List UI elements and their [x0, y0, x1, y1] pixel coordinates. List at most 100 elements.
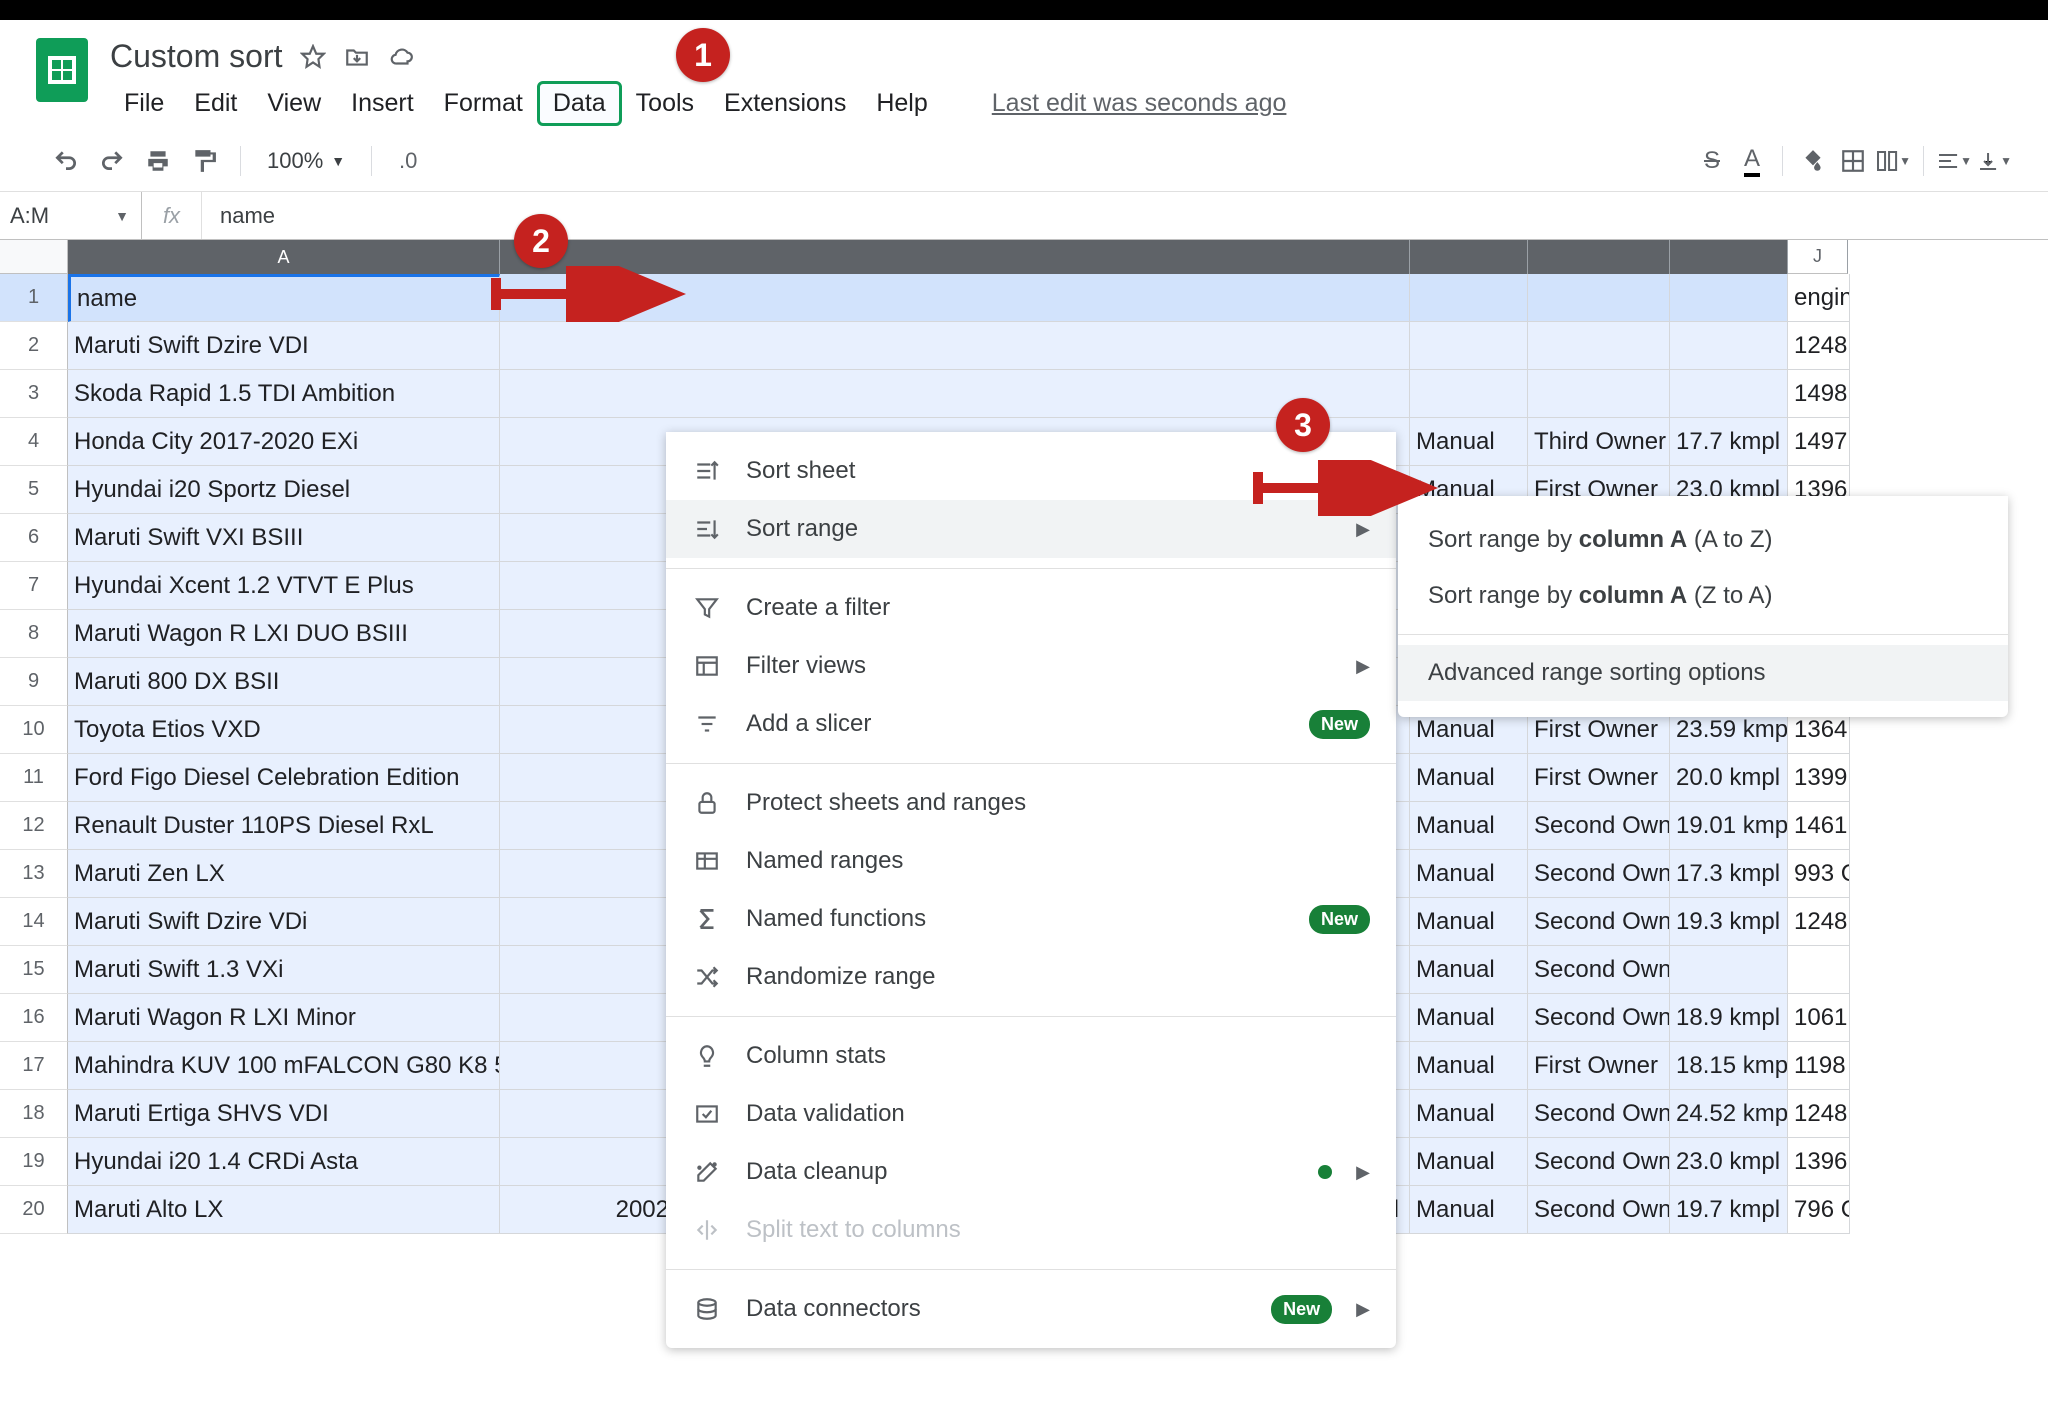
fill-color-icon[interactable] — [1795, 143, 1831, 179]
cell-owner[interactable]: Second Owner — [1528, 1138, 1670, 1186]
cell-transmission[interactable]: Manual — [1410, 1042, 1528, 1090]
menu-format[interactable]: Format — [430, 83, 537, 124]
cell-engine[interactable]: 1399 — [1788, 754, 1850, 802]
cell-mileage[interactable]: 24.52 kmpl — [1670, 1090, 1788, 1138]
strikethrough-icon[interactable]: S — [1694, 143, 1730, 179]
menu-item-slicer[interactable]: Add a slicerNew — [666, 695, 1396, 753]
cell-name[interactable]: Skoda Rapid 1.5 TDI Ambition — [68, 370, 500, 418]
menu-data[interactable]: Data — [539, 83, 620, 124]
cell-engine[interactable]: 993 C — [1788, 850, 1850, 898]
menu-item-named-ranges[interactable]: Named ranges — [666, 832, 1396, 890]
menu-item-validation[interactable]: Data validation — [666, 1085, 1396, 1143]
cell-transmission[interactable]: Manual — [1410, 994, 1528, 1042]
column-header-J[interactable]: J — [1788, 240, 1848, 274]
cell-transmission[interactable]: Manual — [1410, 754, 1528, 802]
zoom-dropdown[interactable]: 100%▼ — [259, 148, 353, 174]
row-header[interactable]: 15 — [0, 946, 68, 994]
cell-owner[interactable]: Second Owner — [1528, 994, 1670, 1042]
cell-owner[interactable]: Second Owner — [1528, 850, 1670, 898]
cell-name[interactable]: Hyundai i20 Sportz Diesel — [68, 466, 500, 514]
column-header-A[interactable]: A — [68, 240, 500, 274]
name-box[interactable]: A:M▼ — [0, 192, 142, 239]
menu-item-filter-views[interactable]: Filter views▶ — [666, 637, 1396, 695]
borders-icon[interactable] — [1835, 143, 1871, 179]
move-folder-icon[interactable] — [344, 44, 370, 70]
row-header[interactable]: 20 — [0, 1186, 68, 1234]
sheets-logo-icon[interactable] — [36, 38, 88, 102]
row-header[interactable]: 7 — [0, 562, 68, 610]
row-header[interactable]: 3 — [0, 370, 68, 418]
cell-mileage[interactable] — [1670, 274, 1788, 322]
redo-icon[interactable] — [94, 143, 130, 179]
cell-transmission[interactable] — [1410, 370, 1528, 418]
cell-name[interactable]: Ford Figo Diesel Celebration Edition — [68, 754, 500, 802]
cell-engine[interactable]: 1061 — [1788, 994, 1850, 1042]
cell-transmission[interactable]: Manual — [1410, 1138, 1528, 1186]
cell-transmission[interactable]: Manual — [1410, 898, 1528, 946]
cell-owner[interactable]: First Owner — [1528, 1042, 1670, 1090]
cell-name[interactable]: Hyundai Xcent 1.2 VTVT E Plus — [68, 562, 500, 610]
cell-owner[interactable] — [1528, 274, 1670, 322]
cell-name[interactable]: Maruti Zen LX — [68, 850, 500, 898]
cell-engine[interactable]: 1248 — [1788, 898, 1850, 946]
print-icon[interactable] — [140, 143, 176, 179]
menu-extensions[interactable]: Extensions — [710, 83, 860, 124]
cell-engine[interactable]: 796 C — [1788, 1186, 1850, 1234]
cell-transmission[interactable]: Manual — [1410, 946, 1528, 994]
star-icon[interactable] — [300, 44, 326, 70]
row-header[interactable]: 14 — [0, 898, 68, 946]
cell-name[interactable]: Maruti Swift Dzire VDI — [68, 322, 500, 370]
cell-owner[interactable] — [1528, 370, 1670, 418]
row-header[interactable]: 6 — [0, 514, 68, 562]
row-header[interactable]: 13 — [0, 850, 68, 898]
cell-engine[interactable]: 1498 — [1788, 370, 1850, 418]
cell-transmission[interactable]: Manual — [1410, 850, 1528, 898]
vertical-align-icon[interactable]: ▼ — [1976, 143, 2012, 179]
cell-mileage[interactable]: 20.0 kmpl — [1670, 754, 1788, 802]
menu-edit[interactable]: Edit — [180, 83, 251, 124]
cell-name[interactable]: Maruti Swift Dzire VDi — [68, 898, 500, 946]
row-header[interactable]: 11 — [0, 754, 68, 802]
cell-engine[interactable]: 1248 — [1788, 322, 1850, 370]
menu-help[interactable]: Help — [862, 83, 941, 124]
row-header[interactable]: 16 — [0, 994, 68, 1042]
cell-engine[interactable]: 1497 — [1788, 418, 1850, 466]
cell-mileage[interactable] — [1670, 322, 1788, 370]
cell-owner[interactable]: Second Owner — [1528, 898, 1670, 946]
decrease-decimal-icon[interactable]: .0 — [390, 143, 426, 179]
text-color-icon[interactable]: A — [1734, 143, 1770, 179]
cell-transmission[interactable]: Manual — [1410, 802, 1528, 850]
cell-mileage[interactable]: 19.01 kmpl — [1670, 802, 1788, 850]
cell-engine[interactable]: 1248 — [1788, 1090, 1850, 1138]
cell-owner[interactable]: Second Owner — [1528, 946, 1670, 994]
document-title[interactable]: Custom sort — [110, 38, 282, 75]
cell-name[interactable]: Maruti Wagon R LXI DUO BSIII — [68, 610, 500, 658]
cell-owner[interactable]: Second Owner — [1528, 1186, 1670, 1234]
menu-item-connectors[interactable]: Data connectorsNew▶ — [666, 1280, 1396, 1338]
cell-mileage[interactable]: 17.7 kmpl — [1670, 418, 1788, 466]
cell-transmission[interactable] — [1410, 322, 1528, 370]
menu-item-sigma[interactable]: Named functionsNew — [666, 890, 1396, 948]
cell-name[interactable]: Maruti Ertiga SHVS VDI — [68, 1090, 500, 1138]
row-header[interactable]: 10 — [0, 706, 68, 754]
cell-mileage[interactable] — [1670, 370, 1788, 418]
row-header[interactable]: 18 — [0, 1090, 68, 1138]
menu-item-filter[interactable]: Create a filter — [666, 579, 1396, 637]
column-header-owner[interactable] — [1528, 240, 1670, 274]
advanced-range-sorting[interactable]: Advanced range sorting options — [1398, 645, 2008, 701]
cell-transmission[interactable]: Manual — [1410, 418, 1528, 466]
cell-name[interactable]: Mahindra KUV 100 mFALCON G80 K8 5str — [68, 1042, 500, 1090]
cell-engine[interactable]: engin — [1788, 274, 1850, 322]
cell-owner[interactable]: Third Owner — [1528, 418, 1670, 466]
menu-insert[interactable]: Insert — [337, 83, 428, 124]
cell-engine[interactable]: 1396 — [1788, 1138, 1850, 1186]
cell-name[interactable]: Maruti Swift 1.3 VXi — [68, 946, 500, 994]
select-all-corner[interactable] — [0, 240, 68, 274]
menu-item-lock[interactable]: Protect sheets and ranges — [666, 774, 1396, 832]
cell-owner[interactable] — [1528, 322, 1670, 370]
cell-engine[interactable] — [1788, 946, 1850, 994]
cell-name[interactable]: Hyundai i20 1.4 CRDi Asta — [68, 1138, 500, 1186]
column-header-mileage[interactable] — [1670, 240, 1788, 274]
row-header[interactable]: 12 — [0, 802, 68, 850]
row-header[interactable]: 4 — [0, 418, 68, 466]
